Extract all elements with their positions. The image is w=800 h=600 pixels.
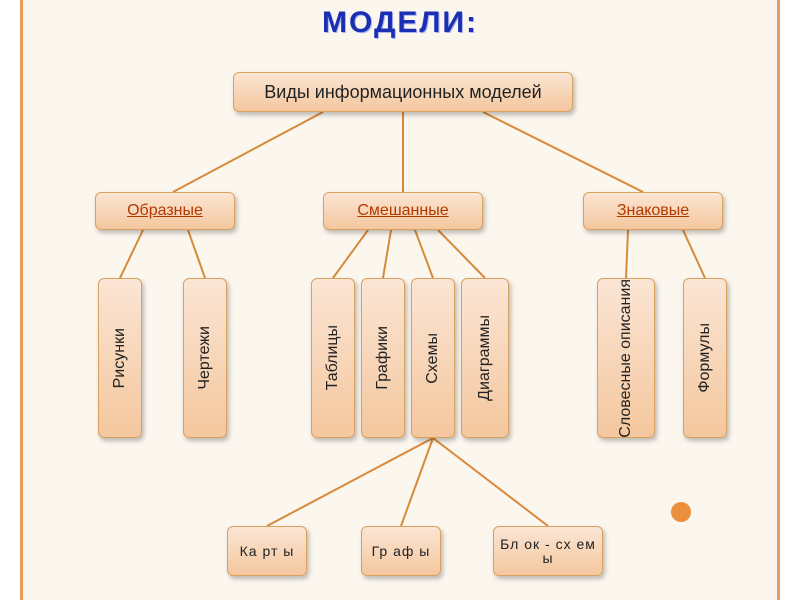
l-slovo: Словесные описания — [597, 278, 655, 438]
leaf-label: Словесные описания — [618, 279, 635, 438]
b-grafy: Гр аф ы — [361, 526, 441, 576]
category-label: Знаковые — [617, 202, 689, 220]
leaf-label: Таблицы — [325, 325, 342, 390]
leaf-label: Графики — [375, 326, 392, 390]
b-karty: Ка рт ы — [227, 526, 307, 576]
leaf-label: Формулы — [697, 323, 714, 393]
l-tablicy: Таблицы — [311, 278, 355, 438]
bottom-label: Бл ок - сх ем ы — [494, 537, 602, 565]
accent-dot — [671, 502, 691, 522]
bottom-label: Гр аф ы — [372, 544, 431, 558]
l-grafiki: Графики — [361, 278, 405, 438]
l-chertezhi: Чертежи — [183, 278, 227, 438]
root-node: Виды информационных моделей — [233, 72, 573, 112]
cat-obraz[interactable]: Образные — [95, 192, 235, 230]
l-risunki: Рисунки — [98, 278, 142, 438]
category-label: Смешанные — [357, 202, 448, 220]
leaf-label: Диаграммы — [477, 315, 494, 401]
page-title: МОДЕЛИ: — [23, 6, 777, 40]
category-label: Образные — [127, 202, 203, 220]
leaf-label: Чертежи — [197, 326, 214, 390]
cat-znak[interactable]: Знаковые — [583, 192, 723, 230]
cat-smesh[interactable]: Смешанные — [323, 192, 483, 230]
l-formuly: Формулы — [683, 278, 727, 438]
root-label: Виды информационных моделей — [264, 82, 541, 103]
diagram-frame: МОДЕЛИ: Виды информационных моделей Обра… — [20, 0, 780, 600]
bottom-label: Ка рт ы — [240, 544, 295, 558]
l-shemy: Схемы — [411, 278, 455, 438]
l-diagrammy: Диаграммы — [461, 278, 509, 438]
leaf-label: Рисунки — [112, 328, 129, 388]
leaf-label: Схемы — [425, 333, 442, 384]
b-blok: Бл ок - сх ем ы — [493, 526, 603, 576]
